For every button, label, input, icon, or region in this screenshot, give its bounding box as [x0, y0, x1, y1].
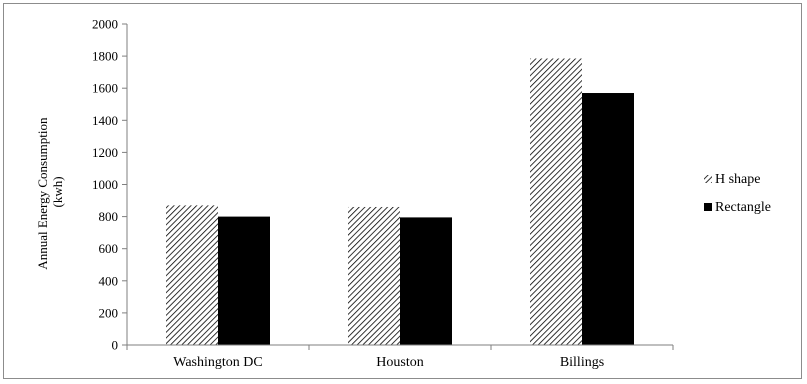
y-axis-title-line-1: Annual Energy Consumption	[35, 117, 50, 270]
bar-rectangle-washington-dc	[218, 216, 270, 345]
legend-swatch-rectangle	[704, 203, 712, 211]
y-tick-label: 0	[112, 338, 119, 353]
y-axis-title-line-2: (kwh)	[50, 176, 65, 207]
bars	[166, 58, 634, 345]
y-tick-label: 1600	[92, 81, 118, 96]
bar-rectangle-billings	[582, 93, 634, 345]
y-axis-ticks: 0 200 400 600 800 1000 1200 1400 1600 1800 2000	[92, 17, 127, 353]
legend-label-rectangle: Rectangle	[715, 200, 771, 215]
y-tick-label: 200	[99, 305, 119, 320]
y-axis-title: Annual Energy Consumption (kwh)	[35, 114, 65, 269]
legend-label-h-shape: H shape	[715, 172, 761, 187]
y-tick-label: 1000	[92, 177, 118, 192]
legend-swatch-h-shape	[704, 175, 712, 183]
x-category-label: Houston	[376, 355, 423, 370]
legend-item-rectangle: Rectangle	[704, 200, 771, 215]
y-tick-label: 2000	[92, 17, 118, 32]
bar-rectangle-houston	[400, 217, 452, 345]
bar-h-shape-billings	[530, 58, 582, 345]
x-category-label: Billings	[560, 355, 604, 370]
x-axis-ticks: Washington DC Houston Billings	[126, 345, 674, 370]
y-tick-label: 1800	[92, 49, 118, 64]
y-tick-label: 600	[99, 241, 119, 256]
legend: H shape Rectangle	[704, 172, 771, 215]
legend-item-h-shape: H shape	[704, 172, 761, 187]
y-tick-label: 1200	[92, 145, 118, 160]
y-tick-label: 400	[99, 273, 119, 288]
y-tick-label: 800	[99, 209, 119, 224]
bar-h-shape-washington-dc	[166, 205, 218, 345]
y-tick-label: 1400	[92, 113, 118, 128]
x-category-label: Washington DC	[173, 355, 262, 370]
bar-h-shape-houston	[348, 206, 400, 345]
